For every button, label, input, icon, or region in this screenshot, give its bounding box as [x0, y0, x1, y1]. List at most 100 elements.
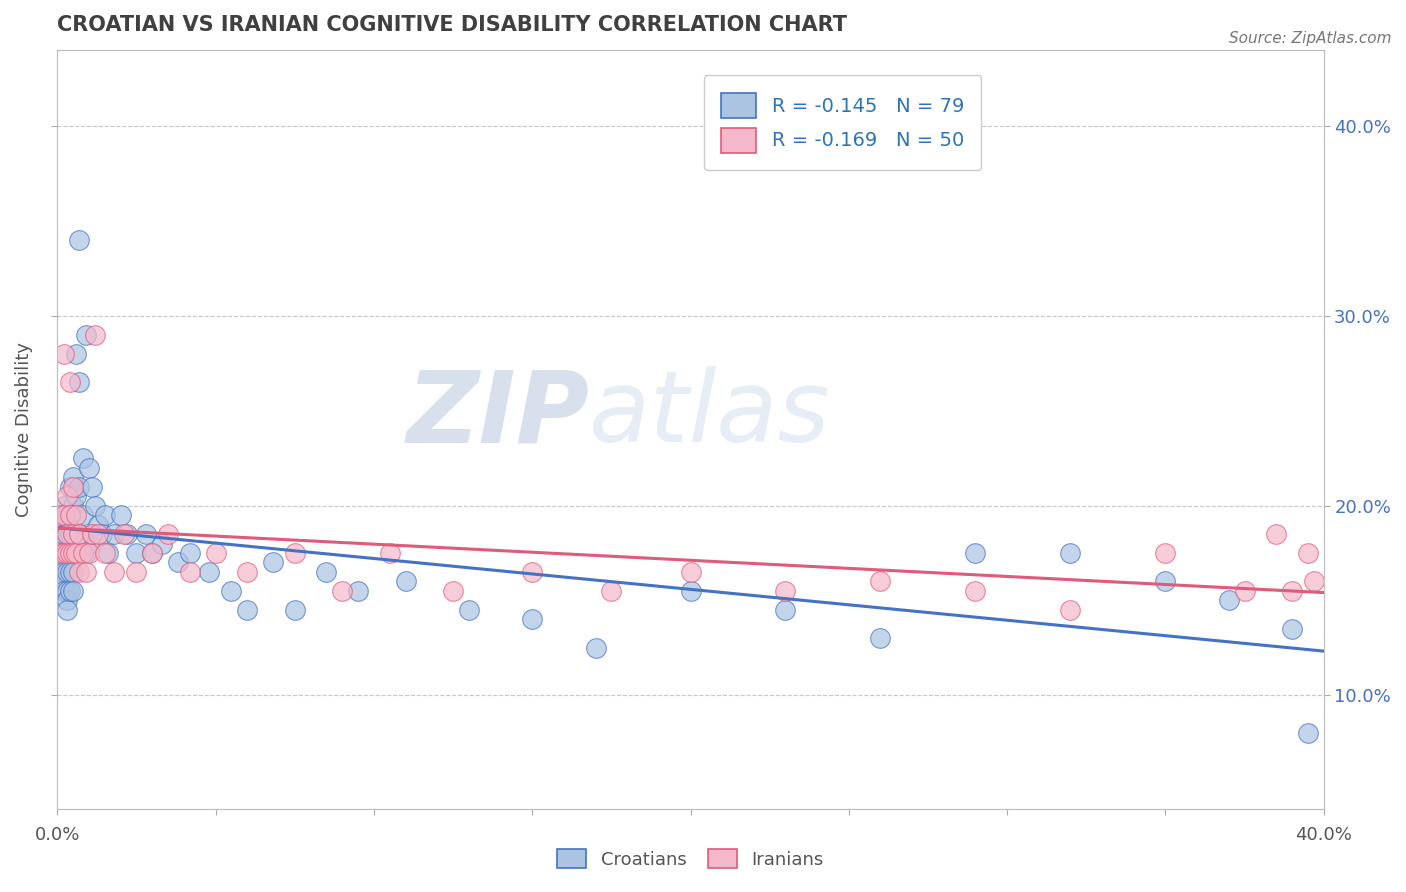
- Text: CROATIAN VS IRANIAN COGNITIVE DISABILITY CORRELATION CHART: CROATIAN VS IRANIAN COGNITIVE DISABILITY…: [58, 15, 848, 35]
- Point: [179, 565, 201, 579]
- Point: [394, 574, 416, 589]
- Point: [284, 603, 307, 617]
- Point: [441, 583, 464, 598]
- Point: [59, 508, 82, 522]
- Point: [1233, 583, 1256, 598]
- Point: [75, 546, 97, 560]
- Point: [1154, 574, 1177, 589]
- Point: [204, 546, 226, 560]
- Point: [141, 546, 163, 560]
- Point: [103, 527, 125, 541]
- Point: [198, 565, 221, 579]
- Point: [52, 508, 75, 522]
- Text: ZIP: ZIP: [406, 366, 589, 463]
- Point: [679, 583, 702, 598]
- Point: [82, 527, 104, 541]
- Point: [77, 460, 100, 475]
- Point: [869, 574, 891, 589]
- Point: [87, 517, 110, 532]
- Point: [1218, 593, 1240, 607]
- Point: [1059, 546, 1081, 560]
- Point: [62, 527, 84, 541]
- Point: [72, 451, 94, 466]
- Point: [62, 470, 84, 484]
- Point: [262, 556, 284, 570]
- Point: [56, 508, 79, 522]
- Point: [236, 603, 259, 617]
- Point: [49, 546, 72, 560]
- Point: [522, 612, 544, 626]
- Point: [75, 565, 97, 579]
- Point: [59, 527, 82, 541]
- Point: [59, 508, 82, 522]
- Point: [965, 583, 987, 598]
- Point: [679, 565, 702, 579]
- Point: [59, 480, 82, 494]
- Point: [56, 583, 79, 598]
- Point: [62, 583, 84, 598]
- Point: [52, 347, 75, 361]
- Point: [52, 574, 75, 589]
- Point: [378, 546, 401, 560]
- Point: [72, 508, 94, 522]
- Point: [236, 565, 259, 579]
- Point: [52, 583, 75, 598]
- Point: [69, 376, 91, 390]
- Point: [1296, 546, 1319, 560]
- Point: [49, 517, 72, 532]
- Point: [65, 527, 87, 541]
- Point: [1303, 574, 1326, 589]
- Point: [72, 546, 94, 560]
- Point: [110, 508, 132, 522]
- Point: [82, 480, 104, 494]
- Point: [65, 546, 87, 560]
- Text: 0.0%: 0.0%: [35, 826, 80, 844]
- Point: [65, 546, 87, 560]
- Point: [585, 640, 607, 655]
- Point: [179, 546, 201, 560]
- Point: [62, 480, 84, 494]
- Point: [166, 556, 188, 570]
- Point: [90, 527, 112, 541]
- Point: [69, 527, 91, 541]
- Point: [52, 546, 75, 560]
- Point: [775, 583, 797, 598]
- Point: [1154, 546, 1177, 560]
- Point: [56, 565, 79, 579]
- Point: [522, 565, 544, 579]
- Point: [135, 527, 157, 541]
- Point: [94, 546, 117, 560]
- Text: Source: ZipAtlas.com: Source: ZipAtlas.com: [1229, 31, 1392, 46]
- Point: [52, 546, 75, 560]
- Point: [330, 583, 353, 598]
- Point: [87, 527, 110, 541]
- Point: [77, 536, 100, 550]
- Point: [65, 508, 87, 522]
- Point: [94, 508, 117, 522]
- Point: [56, 603, 79, 617]
- Point: [59, 565, 82, 579]
- Point: [125, 565, 148, 579]
- Point: [965, 546, 987, 560]
- Point: [103, 565, 125, 579]
- Point: [49, 546, 72, 560]
- Point: [69, 480, 91, 494]
- Point: [52, 565, 75, 579]
- Point: [62, 546, 84, 560]
- Point: [347, 583, 370, 598]
- Point: [49, 508, 72, 522]
- Point: [65, 489, 87, 503]
- Point: [125, 546, 148, 560]
- Point: [157, 527, 180, 541]
- Point: [315, 565, 337, 579]
- Point: [52, 499, 75, 513]
- Point: [1296, 726, 1319, 740]
- Point: [49, 565, 72, 579]
- Point: [457, 603, 479, 617]
- Point: [56, 593, 79, 607]
- Point: [1281, 583, 1303, 598]
- Point: [775, 603, 797, 617]
- Point: [1265, 527, 1288, 541]
- Point: [1059, 603, 1081, 617]
- Text: atlas: atlas: [589, 366, 831, 463]
